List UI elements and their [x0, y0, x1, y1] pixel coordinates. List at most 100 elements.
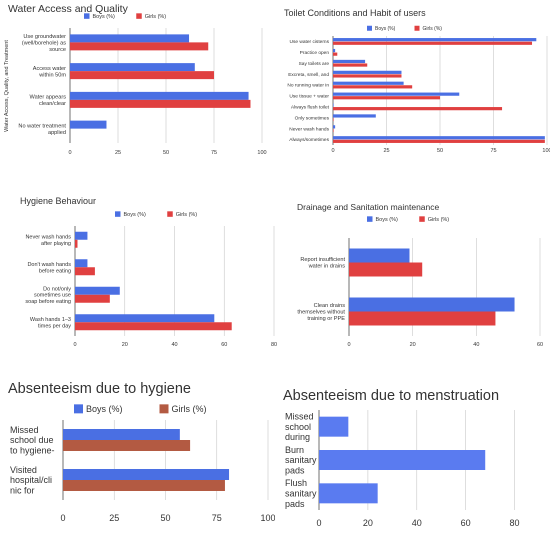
category-label: No water treatment: [18, 123, 66, 129]
bar: [333, 63, 368, 67]
legend-swatch: [84, 13, 90, 19]
category-label: Use tissue + water: [289, 94, 329, 100]
chart-absenteeism-menstruation: Absenteeism due to menstruation 0 20 40 60 80…: [275, 370, 550, 531]
bar: [333, 48, 336, 53]
x-tick-label: 25: [109, 513, 119, 523]
category-label: Excreta, smell, and: [288, 72, 329, 78]
bar: [333, 85, 413, 89]
chart-title: Absenteeism due to menstruation: [283, 388, 499, 404]
x-tick-label: 0: [347, 342, 350, 348]
legend-swatch: [419, 216, 425, 222]
bar: [319, 483, 378, 504]
bar: [75, 267, 95, 276]
bar: [75, 286, 120, 295]
legend-swatch: [159, 404, 169, 414]
category-label: clean/clear: [39, 101, 66, 107]
category-label: Practice open: [300, 50, 330, 56]
chart-svg: Toilet Conditions and Habit of users 0 25 5…: [284, 8, 550, 154]
category-label: Report insufficient: [300, 257, 345, 263]
bar: [319, 416, 349, 437]
x-tick-label: 50: [160, 513, 170, 523]
chart-svg: Absenteeism due to hygiene 0 25 50 75 100 Boys…: [8, 381, 276, 523]
chart-toilet-conditions: Toilet Conditions and Habit of users 0 25 5…: [275, 0, 550, 170]
chart-title: Water Access and Quality: [8, 3, 129, 15]
legend-label: Boys (%): [93, 14, 115, 20]
bar: [75, 231, 88, 240]
legend-label: Girls (%): [145, 14, 167, 20]
category-label: Missed: [285, 411, 314, 421]
legend-swatch: [167, 211, 173, 217]
x-tick-label: 100: [542, 148, 550, 154]
bar: [333, 103, 334, 107]
category-label: school due: [10, 435, 54, 445]
category-label: themselves without: [297, 309, 345, 315]
category-label: Access water: [33, 66, 66, 72]
chart-title: Hygiene Behaviour: [20, 196, 96, 206]
legend-swatch: [367, 216, 373, 222]
bar: [70, 120, 107, 129]
x-tick-label: 50: [437, 148, 443, 154]
chart-svg: Hygiene Behaviour 0 20 40 60 80 Boys (%) Girls …: [20, 196, 277, 348]
bar: [70, 42, 209, 51]
legend-label: Boys (%): [86, 404, 123, 414]
legend-swatch: [74, 404, 83, 414]
x-tick-label: 0: [68, 150, 71, 156]
bar: [333, 125, 336, 129]
x-tick-label: 80: [271, 342, 277, 348]
bar: [70, 34, 190, 43]
x-tick-label: 20: [122, 342, 128, 348]
category-label: during: [285, 432, 310, 442]
category-label: Burn: [285, 445, 304, 455]
bar: [75, 239, 78, 248]
x-tick-label: 25: [383, 148, 389, 154]
x-tick-label: 20: [363, 518, 373, 528]
legend-swatch: [414, 25, 420, 31]
legend-label: Boys (%): [376, 217, 398, 223]
x-tick-label: 0: [60, 513, 65, 523]
category-label: Do not/only: [43, 286, 71, 292]
bar: [333, 107, 503, 111]
x-tick-label: 25: [115, 150, 121, 156]
category-label: pads: [285, 499, 305, 509]
bar: [75, 314, 215, 323]
x-tick-label: 75: [490, 148, 496, 154]
bar: [63, 480, 225, 491]
category-label: applied: [48, 130, 66, 136]
chart-svg: Absenteeism due to menstruation 0 20 40 60 80…: [283, 388, 520, 528]
x-tick-label: 0: [73, 342, 76, 348]
chart-svg: Drainage and Sanitation maintenance 0 20 40…: [297, 202, 543, 348]
x-tick-label: 60: [537, 342, 543, 348]
category-label: before eating: [39, 268, 71, 274]
category-label: No running water in: [287, 83, 329, 89]
category-label: training or PPE: [307, 316, 345, 322]
category-label: school: [285, 422, 311, 432]
bar: [333, 96, 440, 100]
bar: [333, 59, 366, 64]
category-label: pads: [285, 466, 305, 476]
bar: [349, 311, 496, 326]
x-tick-label: 75: [211, 150, 217, 156]
chart-title: Drainage and Sanitation maintenance: [297, 202, 440, 212]
x-tick-label: 20: [410, 342, 416, 348]
bar: [70, 71, 214, 80]
legend-swatch: [367, 25, 372, 31]
legend-label: Girls (%): [176, 212, 198, 218]
bar: [333, 41, 533, 45]
bar: [333, 128, 334, 133]
bar: [333, 52, 338, 56]
category-label: Water appears: [30, 95, 67, 101]
legend-label: Girls (%): [423, 26, 443, 32]
category-label: Clean drains: [314, 303, 346, 309]
category-label: Always flush toilet: [291, 105, 330, 111]
bar: [349, 262, 423, 277]
bar: [349, 297, 515, 312]
x-tick-label: 50: [163, 150, 169, 156]
bar: [333, 74, 402, 78]
category-label: hospital/cli: [10, 475, 52, 485]
chart-title: Absenteeism due to hygiene: [8, 381, 191, 397]
legend-swatch: [136, 13, 142, 19]
x-tick-label: 60: [221, 342, 227, 348]
x-tick-label: 80: [510, 518, 520, 528]
chart-absenteeism-hygiene: Absenteeism due to hygiene 0 25 50 75 100 Boys…: [0, 370, 276, 531]
category-label: Say toilets are: [299, 61, 330, 67]
